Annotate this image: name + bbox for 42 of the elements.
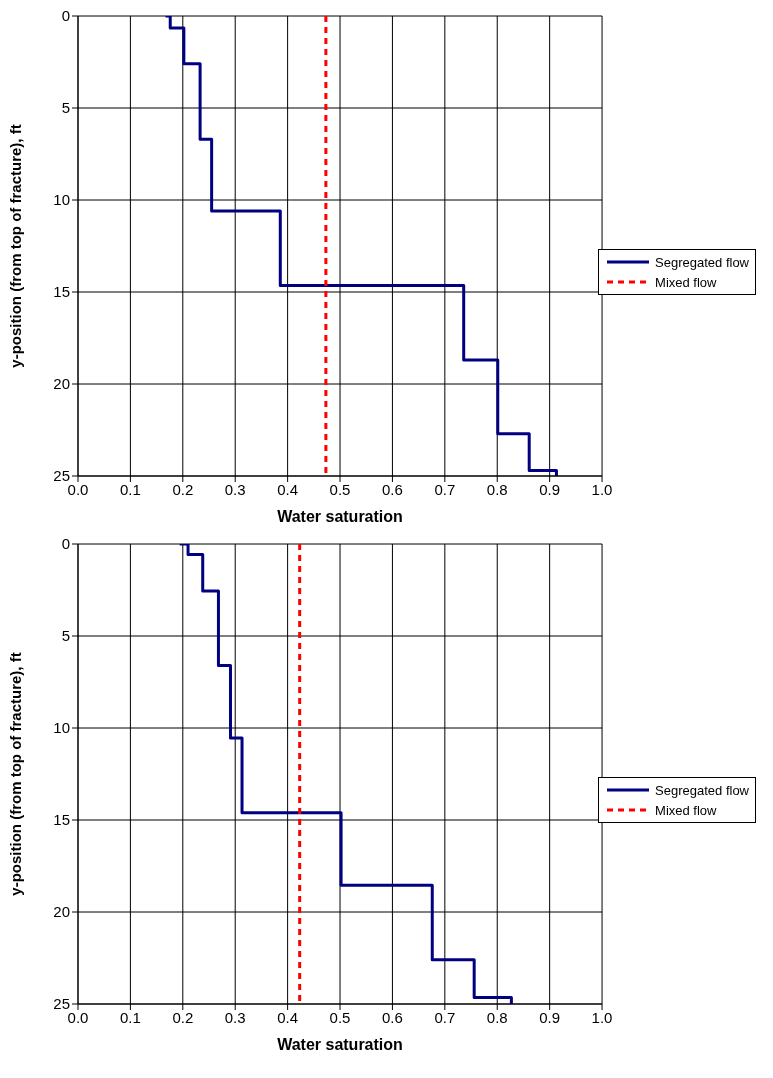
x-tick-label: 0.4 [277, 480, 299, 498]
y-tick-label: 25 [53, 995, 70, 1013]
x-tick-label: 1.0 [591, 480, 613, 498]
legend-label: Mixed flow [655, 802, 717, 818]
x-tick-label: 1.0 [591, 1008, 613, 1026]
y-axis-title: y-position (from top of fracture), ft [7, 124, 25, 368]
x-tick-label: 0.9 [539, 1008, 561, 1026]
x-axis-title: Water saturation [277, 1036, 403, 1053]
x-tick-label: 0.3 [224, 1008, 246, 1026]
y-tick-label: 25 [53, 467, 70, 485]
x-tick-label: 0.5 [329, 480, 351, 498]
y-tick-label: 20 [53, 375, 70, 393]
x-tick-label: 0.9 [539, 480, 561, 498]
x-tick-label: 0.0 [67, 1008, 89, 1026]
y-tick-label: 5 [61, 99, 70, 117]
legend-label: Segregated flow [655, 254, 749, 270]
x-tick-label: 0.7 [434, 480, 456, 498]
y-tick-label: 15 [53, 811, 70, 829]
y-tick-label: 15 [53, 283, 70, 301]
x-axis-title: Water saturation [277, 508, 403, 525]
x-tick-label: 0.1 [119, 480, 141, 498]
x-tick-label: 0.6 [382, 480, 403, 498]
x-tick-label: 0.1 [119, 1008, 141, 1026]
y-tick-label: 0 [61, 535, 70, 553]
y-axis-title: y-position (from top of fracture), ft [7, 652, 25, 896]
y-tick-label: 5 [61, 627, 70, 645]
x-tick-label: 0.8 [486, 1008, 508, 1026]
y-tick-label: 0 [61, 7, 70, 25]
x-tick-label: 0.4 [277, 1008, 299, 1026]
legend-label: Segregated flow [655, 782, 749, 798]
x-tick-label: 0.5 [329, 1008, 351, 1026]
x-tick-label: 0.6 [382, 1008, 403, 1026]
y-tick-label: 10 [53, 191, 70, 209]
x-tick-label: 0.2 [172, 480, 194, 498]
legend-label: Mixed flow [655, 274, 717, 290]
y-tick-label: 10 [53, 719, 70, 737]
x-tick-label: 0.0 [67, 480, 89, 498]
y-tick-label: 20 [53, 903, 70, 921]
x-tick-label: 0.3 [224, 480, 246, 498]
x-tick-label: 0.2 [172, 1008, 194, 1026]
x-tick-label: 0.7 [434, 1008, 456, 1026]
x-tick-label: 0.8 [486, 480, 508, 498]
